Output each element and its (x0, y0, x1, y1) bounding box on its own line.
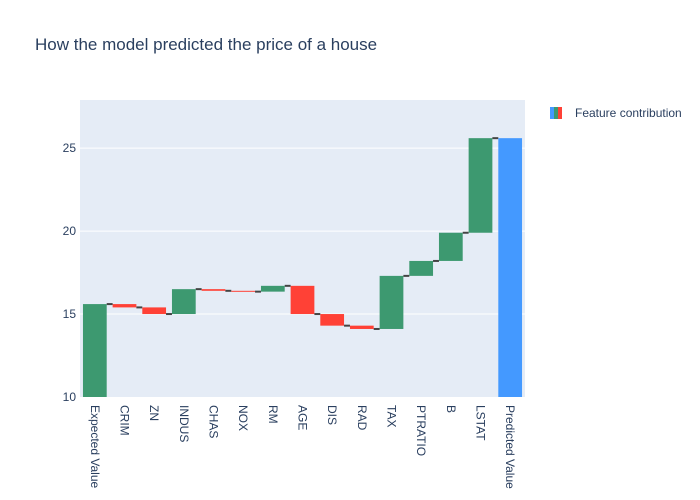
plot-area (80, 100, 525, 397)
gridlines (80, 147, 525, 315)
bar-crim[interactable] (112, 304, 137, 308)
x-tick-label: INDUS (177, 405, 191, 442)
bar-predicted-value[interactable] (498, 138, 523, 397)
x-tick-label: LSTAT (474, 405, 488, 441)
x-tick-label: ZN (147, 405, 161, 421)
connectors (106, 137, 499, 330)
x-tick-label: AGE (296, 405, 310, 430)
legend-swatch-icon (550, 107, 562, 119)
x-tick-label: CHAS (207, 405, 221, 438)
bars (82, 138, 523, 397)
y-tick-label: 15 (63, 307, 77, 321)
x-tick-label: PTRATIO (414, 405, 428, 456)
bar-lstat[interactable] (468, 138, 493, 233)
bar-age[interactable] (290, 285, 315, 315)
bar-rad[interactable] (349, 325, 374, 329)
bar-chas[interactable] (201, 289, 226, 291)
legend[interactable]: Feature contribution (549, 106, 682, 120)
bar-nox[interactable] (231, 290, 256, 292)
x-axis-ticks: Expected Value CRIM ZN INDUS CHAS NOX RM AGE DIS… (88, 405, 517, 489)
x-tick-label: B (444, 405, 458, 413)
y-tick-label: 10 (63, 390, 77, 404)
bar-zn[interactable] (142, 307, 167, 315)
bar-tax[interactable] (379, 275, 404, 329)
x-tick-label: NOX (236, 405, 250, 431)
bar-rm[interactable] (260, 285, 285, 292)
bar-dis[interactable] (320, 314, 345, 326)
bar-b[interactable] (438, 232, 463, 261)
x-tick-label: Expected Value (88, 405, 102, 488)
bar-indus[interactable] (171, 289, 196, 315)
bar-expected-value[interactable] (82, 304, 107, 397)
x-tick-label: RAD (355, 405, 369, 431)
y-tick-label: 25 (63, 141, 77, 155)
x-tick-label: CRIM (118, 405, 132, 436)
y-axis-ticks: 10 15 20 25 (63, 141, 77, 404)
legend-label: Feature contribution (575, 106, 682, 120)
chart-title: How the model predicted the price of a h… (35, 35, 378, 54)
x-tick-label: Predicted Value (503, 405, 517, 489)
x-tick-label: DIS (325, 405, 339, 425)
bar-ptratio[interactable] (409, 260, 434, 276)
x-tick-label: TAX (385, 405, 399, 427)
x-tick-label: RM (266, 405, 280, 424)
y-tick-label: 20 (63, 224, 77, 238)
